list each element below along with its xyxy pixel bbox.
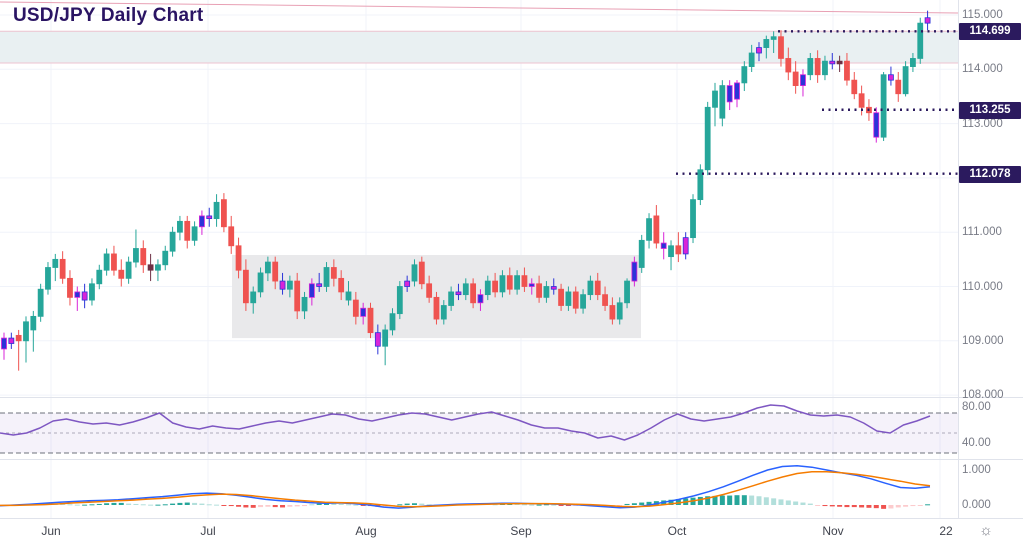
time-tick-day: 22	[939, 524, 953, 538]
price-level-badge: 113.255	[959, 102, 1021, 119]
chart-title: USD/JPY Daily Chart	[13, 5, 204, 26]
time-axis[interactable]: Jun Jul Aug Sep Oct Nov 22 ☼	[0, 519, 1023, 546]
rsi-tick: 80.00	[962, 401, 991, 413]
time-tick-sep: Sep	[510, 524, 532, 538]
rsi-tick: 40.00	[962, 437, 991, 449]
time-tick-aug: Aug	[355, 524, 377, 538]
price-tick: 109.000	[962, 335, 1004, 347]
price-tick: 115.000	[962, 9, 1003, 21]
macd-tick: 0.000	[962, 499, 991, 511]
time-tick-nov: Nov	[822, 524, 844, 538]
price-axis[interactable]: 115.000 114.000 113.000 111.000 110.000 …	[958, 0, 1023, 518]
price-level-badge: 112.078	[959, 166, 1021, 183]
time-tick-jul: Jul	[200, 524, 216, 538]
time-tick-jun: Jun	[41, 524, 61, 538]
price-tick: 113.000	[962, 118, 1003, 130]
time-tick-oct: Oct	[667, 524, 687, 538]
settings-gear-icon[interactable]: ☼	[979, 522, 993, 539]
price-level-badge: 114.699	[959, 23, 1021, 40]
price-tick: 108.000	[962, 389, 1004, 401]
price-tick: 114.000	[962, 63, 1003, 75]
macd-tick: 1.000	[962, 464, 991, 476]
price-tick: 111.000	[962, 226, 1002, 238]
price-tick: 110.000	[962, 281, 1003, 293]
